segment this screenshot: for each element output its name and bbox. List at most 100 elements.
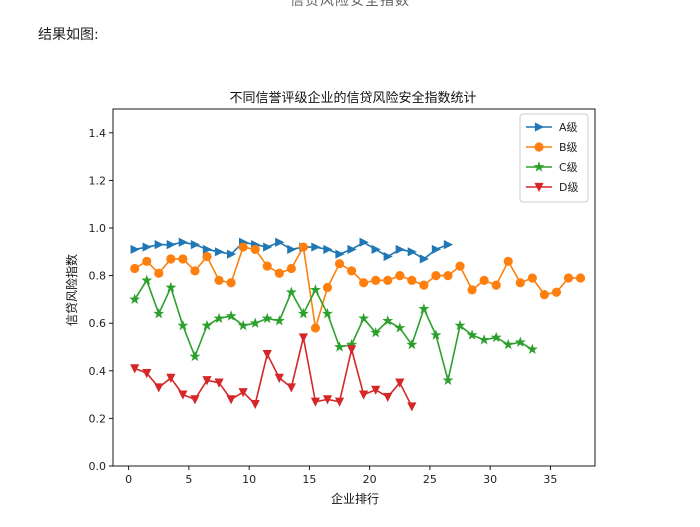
series-1-point	[395, 244, 405, 255]
series-1-point	[190, 240, 200, 250]
legend-entry: A级	[526, 121, 578, 134]
series-3-point	[478, 334, 490, 345]
series-3-point	[249, 317, 261, 328]
legend-swatch-marker	[534, 182, 544, 193]
series-3-point	[370, 326, 382, 338]
series-2-point	[563, 273, 574, 283]
chart-title: 不同信誉评级企业的信贷风险安全指数统计	[229, 90, 476, 106]
series-4-point	[322, 395, 333, 405]
series-2-point	[286, 263, 296, 274]
series-4-point	[359, 390, 369, 400]
series-2-point	[407, 275, 417, 285]
series-3-point	[466, 329, 478, 340]
series-3-point	[129, 293, 141, 305]
series-2-point	[238, 242, 248, 252]
series-3-point	[334, 341, 346, 352]
series-1-point	[311, 242, 321, 252]
series-4-point	[130, 364, 140, 374]
y-tick-label: 0.0	[89, 460, 107, 473]
series-2-point	[214, 275, 224, 285]
legend-entry: B级	[526, 141, 578, 154]
series-3	[129, 274, 538, 385]
series-3-point	[430, 329, 442, 340]
series-2-point	[551, 287, 562, 297]
series-1-point	[130, 244, 140, 255]
series-1-point	[263, 242, 273, 252]
y-tick-label: 1.4	[89, 127, 107, 140]
series-2-point	[395, 271, 405, 281]
series-2-point	[142, 256, 152, 266]
series-1-point	[323, 244, 333, 255]
series-4-point	[142, 369, 152, 379]
series-2-point	[178, 254, 188, 264]
series-1-point	[371, 244, 381, 255]
series-2-point	[491, 280, 501, 290]
series-4-point	[346, 345, 357, 355]
series-3-point	[442, 374, 454, 385]
x-tick-label: 5	[185, 473, 192, 486]
legend-label: D级	[559, 181, 578, 194]
series-1-point	[154, 240, 164, 250]
legend-entry: D级	[526, 181, 578, 194]
x-tick-label: 0	[125, 473, 132, 486]
series-1-point	[419, 254, 429, 264]
series-2-point	[443, 271, 453, 281]
series-3-point	[225, 310, 237, 321]
series-2-point	[130, 263, 140, 274]
series-1-point	[359, 237, 369, 247]
series-4-point	[407, 402, 417, 412]
series-2-point	[274, 268, 284, 278]
y-tick-label: 0.6	[89, 317, 107, 330]
series-2-point	[575, 273, 586, 283]
series-2-point	[262, 261, 272, 271]
series-4-point	[286, 383, 296, 393]
y-tick-label: 1.2	[89, 174, 107, 187]
series-4-point	[190, 395, 200, 405]
series-3-point	[358, 312, 370, 324]
series-3-point	[165, 281, 177, 293]
legend-label: A级	[559, 121, 578, 134]
series-3-point	[285, 286, 297, 297]
series-3-point	[514, 336, 526, 347]
series-2-point	[226, 278, 236, 288]
series-4-point	[395, 378, 405, 388]
series-3-point	[273, 315, 285, 326]
series-2-point	[334, 259, 345, 269]
y-tick-label: 0.4	[89, 365, 107, 378]
series-2-point	[503, 256, 513, 266]
series-4-point	[178, 390, 188, 400]
series-3-point	[346, 338, 358, 350]
series-2-point	[371, 275, 381, 285]
series-2-point	[479, 275, 489, 285]
series-4-point	[166, 373, 176, 383]
series-3-point	[418, 303, 430, 314]
series-1-point	[431, 244, 441, 255]
series-3-point	[490, 331, 502, 343]
series-2-point	[310, 323, 321, 333]
series-4-point	[154, 383, 164, 393]
series-3-point	[394, 322, 406, 333]
cut-off-heading: 信贷风险安全指数	[290, 0, 410, 9]
series-1-point	[287, 244, 297, 255]
series-3-point	[201, 319, 213, 331]
y-axis-label: 信贷风险指数	[64, 254, 79, 326]
series-3-point	[406, 338, 418, 350]
legend: A级 B级 C级 D级	[519, 113, 589, 203]
series-2-point	[190, 266, 200, 276]
series-3-point	[526, 343, 538, 355]
x-axis-label: 企业排行	[331, 491, 379, 506]
series-4-line	[134, 336, 413, 407]
legend-label: B级	[559, 141, 578, 154]
x-tick-label: 10	[242, 473, 256, 486]
series-2-point	[250, 244, 260, 255]
series-2-point	[467, 285, 477, 295]
series-2-point	[455, 261, 465, 271]
legend-swatch-marker	[534, 122, 545, 132]
series-3-point	[153, 307, 165, 319]
legend-swatch-marker	[533, 161, 545, 172]
series-1-point	[166, 240, 176, 250]
series-1-point	[214, 247, 225, 257]
y-tick-label: 1.0	[89, 222, 107, 235]
x-tick-label: 20	[363, 473, 377, 486]
series-2	[130, 242, 586, 333]
